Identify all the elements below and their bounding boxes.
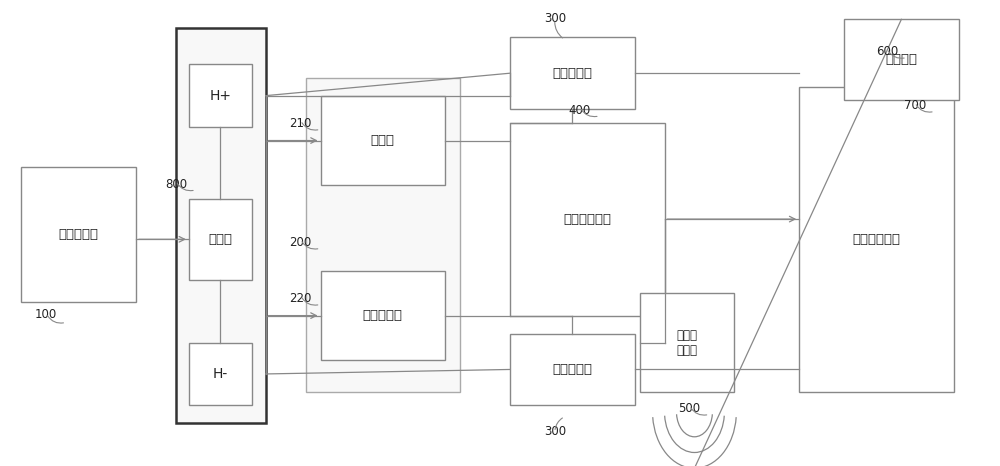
Bar <box>306 78 460 392</box>
Bar <box>21 167 136 302</box>
Text: 100: 100 <box>35 308 57 321</box>
Text: 重力传感器: 重力传感器 <box>363 309 403 322</box>
Text: 电池管理系统: 电池管理系统 <box>563 212 611 226</box>
Text: 210: 210 <box>289 117 312 130</box>
Bar <box>510 123 665 315</box>
Text: 300: 300 <box>544 12 566 25</box>
Bar <box>176 28 266 423</box>
Bar <box>510 334 635 405</box>
Bar <box>799 87 954 392</box>
Text: 高压继电器: 高压继电器 <box>552 363 592 376</box>
Text: 200: 200 <box>289 236 312 249</box>
Text: 移动终端: 移动终端 <box>885 53 917 66</box>
Bar <box>320 96 445 185</box>
Bar <box>640 293 734 392</box>
Bar <box>510 37 635 109</box>
Text: 无线通
信模块: 无线通 信模块 <box>676 329 697 356</box>
Text: 高压继电器: 高压继电器 <box>552 67 592 80</box>
Bar <box>320 271 445 361</box>
Text: 600: 600 <box>876 45 898 58</box>
Text: H+: H+ <box>209 89 231 103</box>
Text: 700: 700 <box>904 99 926 112</box>
Text: 陀螺仪: 陀螺仪 <box>371 134 395 147</box>
Text: 400: 400 <box>569 103 591 116</box>
Bar <box>189 343 252 405</box>
Text: H-: H- <box>213 367 228 381</box>
Text: 300: 300 <box>544 425 566 438</box>
Text: 800: 800 <box>165 178 187 191</box>
Bar <box>844 20 959 100</box>
Text: 500: 500 <box>678 402 701 415</box>
Text: 220: 220 <box>289 292 312 305</box>
Bar <box>189 199 252 280</box>
Text: 动力电池模组: 动力电池模组 <box>852 233 900 246</box>
Bar <box>189 64 252 127</box>
Text: 整车控制器: 整车控制器 <box>59 228 99 241</box>
Text: 通讯器: 通讯器 <box>208 233 232 246</box>
